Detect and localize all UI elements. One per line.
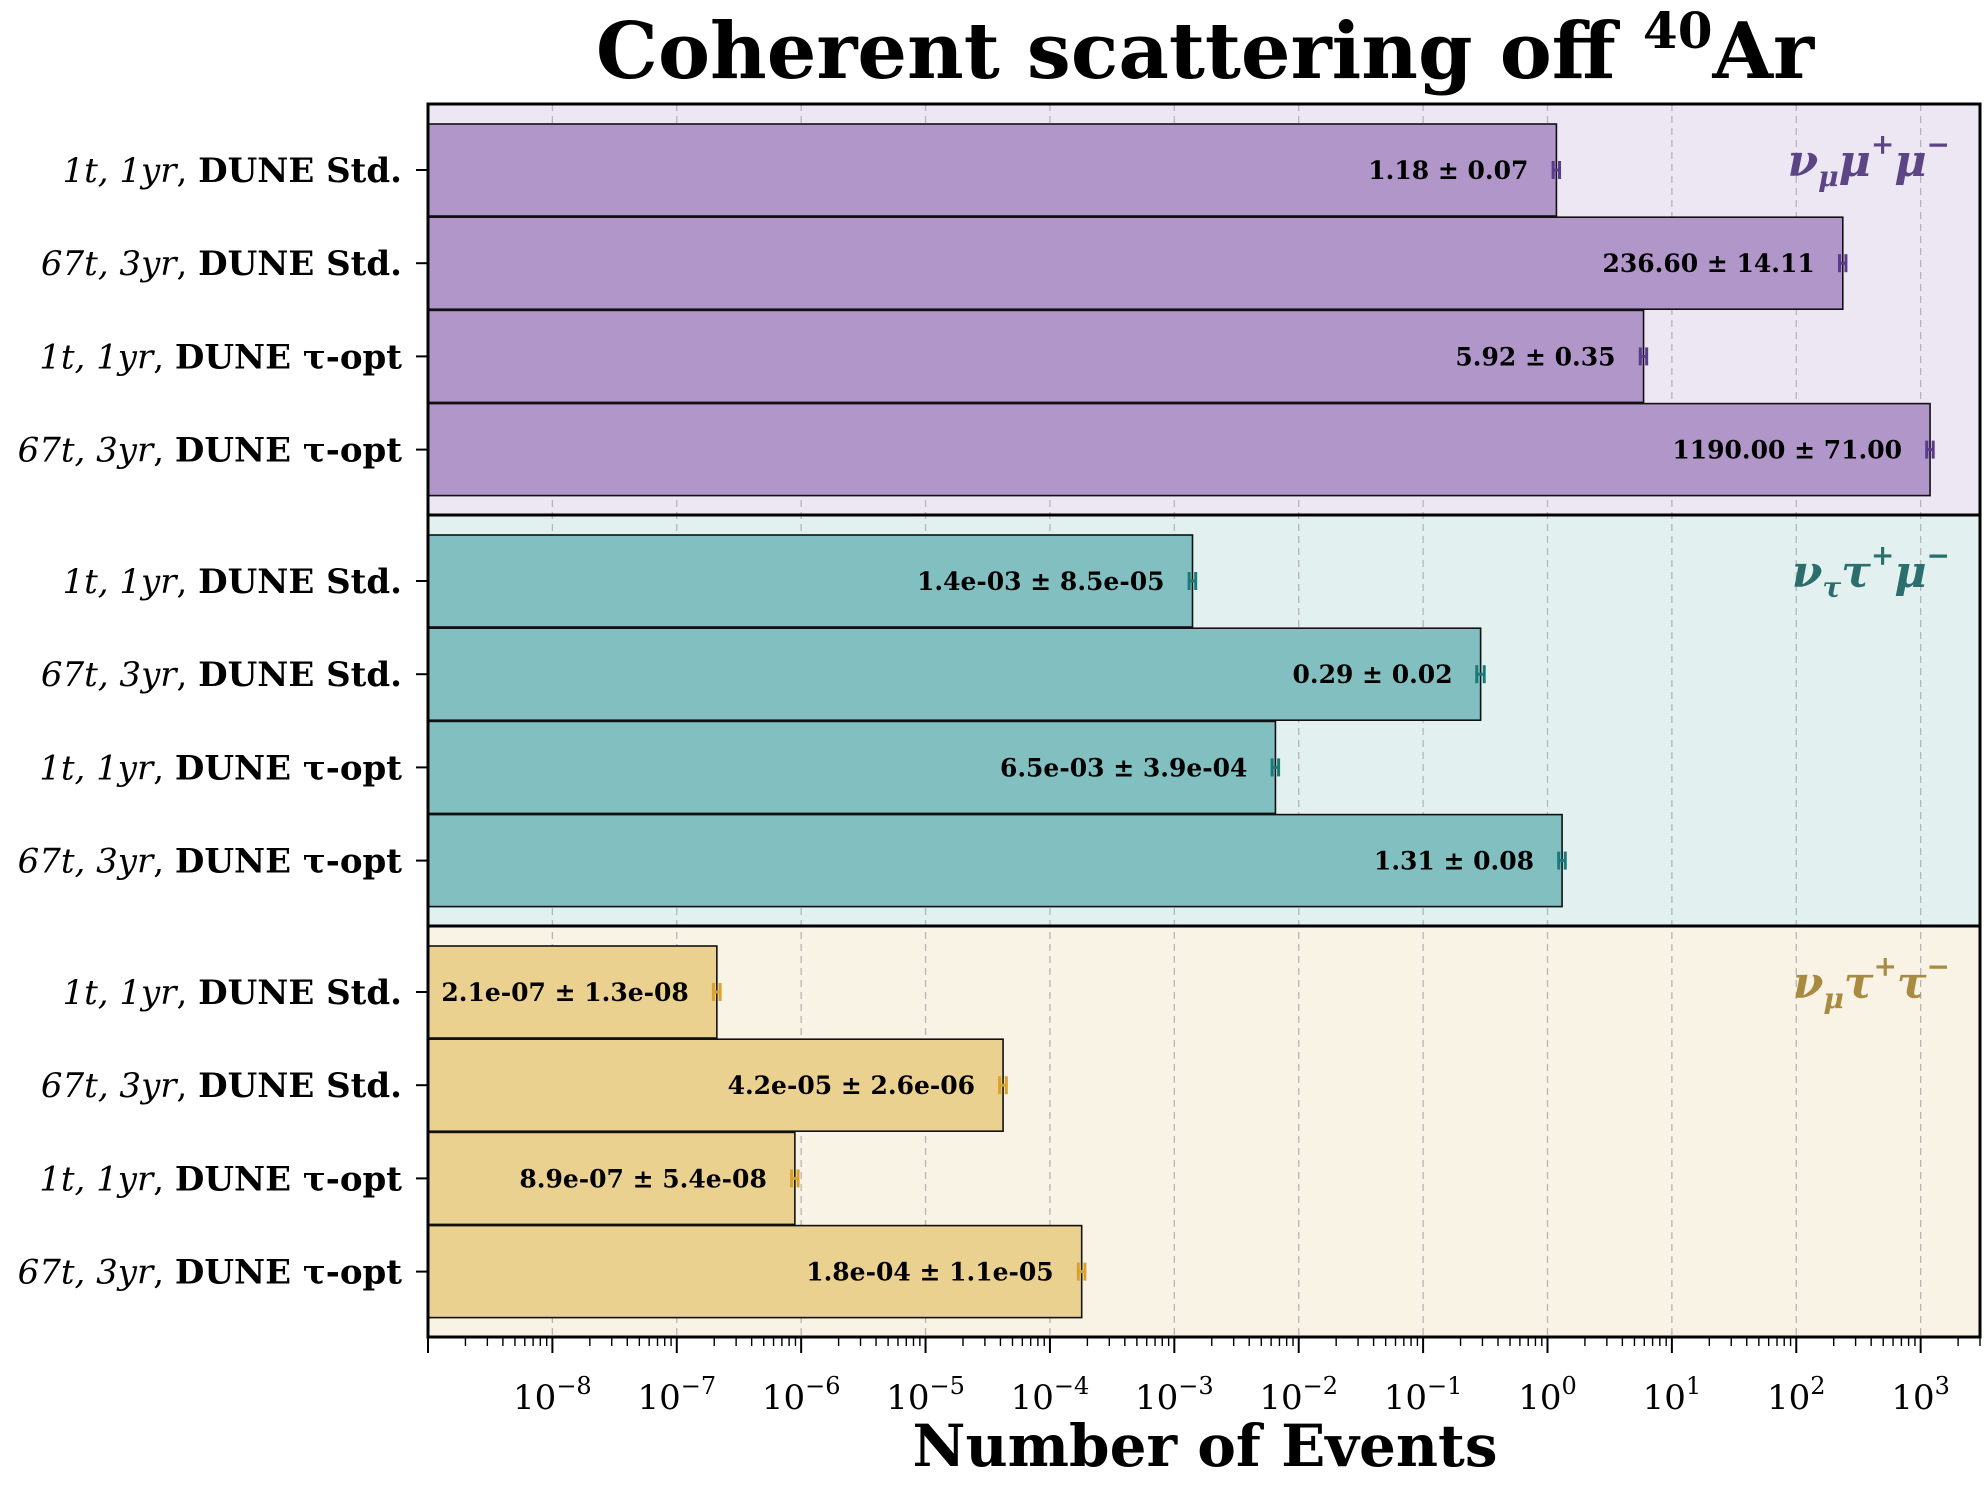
error-bar — [1837, 254, 1848, 273]
bar — [427, 1224, 1083, 1319]
error-bar — [1638, 347, 1649, 366]
error-bar — [789, 1169, 800, 1188]
process-label: νμ​μ+​μ−​ — [1788, 128, 1950, 193]
bar-value-label: 5.92 ± 0.35 — [1455, 342, 1615, 371]
bar-value-label: 6.5e-03 ± 3.9e-04 — [1000, 753, 1248, 782]
bar-value-label: 1.18 ± 0.07 — [1368, 156, 1528, 185]
y-tick-label: 1t, 1yr, DUNE τ-opt — [39, 337, 402, 377]
error-bar — [1475, 665, 1486, 684]
error-bar — [998, 1076, 1008, 1095]
x-tick-label: 10−1 — [1384, 1372, 1463, 1418]
x-tick-label: 103 — [1891, 1372, 1950, 1418]
bar-value-label: 1.4e-03 ± 8.5e-05 — [917, 567, 1165, 596]
y-tick-label: 1t, 1yr, DUNE Std. — [63, 151, 402, 191]
bar — [427, 402, 1931, 497]
y-tick-label: 1t, 1yr, DUNE Std. — [63, 562, 402, 602]
bar — [427, 123, 1558, 217]
bar-value-label: 2.1e-07 ± 1.3e-08 — [441, 978, 689, 1007]
chart-title: Coherent scattering off 40Ar — [596, 1, 1815, 97]
bar-value-label: 8.9e-07 ± 5.4e-08 — [519, 1164, 767, 1193]
error-bar — [1551, 161, 1562, 179]
bar-value-label: 1.8e-04 ± 1.1e-05 — [806, 1258, 1054, 1287]
error-bar — [1925, 440, 1935, 459]
y-tick-label: 67t, 3yr, DUNE Std. — [41, 1066, 402, 1106]
error-bar — [1187, 572, 1198, 590]
bar-value-label: 1.31 ± 0.08 — [1374, 847, 1534, 876]
x-tick-label: 10−8 — [513, 1372, 592, 1418]
y-tick-label: 1t, 1yr, DUNE τ-opt — [39, 1159, 402, 1199]
x-tick-label: 10−6 — [762, 1372, 841, 1418]
x-tick-label: 100 — [1518, 1372, 1577, 1418]
y-tick-label: 67t, 3yr, DUNE Std. — [41, 244, 402, 284]
panel-frame — [426, 924, 1982, 1339]
error-bar — [711, 983, 722, 1001]
process-label: ντ​τ+​μ−​ — [1792, 539, 1950, 604]
bar-value-label: 1190.00 ± 71.00 — [1672, 436, 1902, 465]
title-tail: Ar — [1712, 6, 1816, 97]
title-superscript: 40 — [1643, 1, 1713, 60]
error-bar — [1270, 758, 1281, 777]
x-tick-label: 10−2 — [1259, 1372, 1338, 1418]
title-main: Coherent scattering off — [596, 6, 1643, 97]
x-tick-label: 10−5 — [886, 1372, 965, 1418]
y-tick-label: 1t, 1yr, DUNE τ-opt — [39, 748, 402, 788]
x-axis-label: Number of Events — [912, 1412, 1497, 1480]
bar — [427, 945, 718, 1039]
bars: 1.18 ± 0.07 236.60 ± 14.11 5.92 ± 0.35 1190… — [427, 123, 1950, 1319]
x-tick-label: 10−4 — [1011, 1372, 1090, 1418]
y-axis: 1t, 1yr, DUNE Std. 67t, 3yr, DUNE Std. 1t,… — [18, 151, 428, 1293]
x-tick-label: 10−7 — [637, 1372, 716, 1418]
y-tick-label: 1t, 1yr, DUNE Std. — [63, 973, 402, 1013]
bar-value-label: 4.2e-05 ± 2.6e-06 — [728, 1071, 976, 1100]
bar-value-label: 0.29 ± 0.02 — [1292, 660, 1452, 689]
panel-frames — [426, 102, 1982, 1339]
x-tick-label: 102 — [1767, 1372, 1826, 1418]
y-tick-label: 67t, 3yr, DUNE Std. — [41, 655, 402, 695]
bar — [427, 813, 1563, 908]
bar — [427, 1131, 796, 1226]
error-bar — [1557, 851, 1567, 870]
process-label: νμ​τ+​τ−​ — [1793, 950, 1950, 1015]
bar — [427, 720, 1277, 815]
error-bar — [1076, 1262, 1087, 1281]
bar — [427, 534, 1194, 628]
bar — [427, 627, 1482, 722]
bar-value-label: 236.60 ± 14.11 — [1602, 249, 1814, 278]
x-tick-label: 10−3 — [1135, 1372, 1214, 1418]
y-tick-label: 67t, 3yr, DUNE τ-opt — [18, 842, 403, 882]
x-axis: 10−8 10−7 10−6 10−5 10−4 10−3 10−2 10−1 100 101 10… — [427, 1337, 1981, 1418]
y-tick-label: 67t, 3yr, DUNE τ-opt — [18, 431, 403, 471]
x-tick-label: 101 — [1643, 1372, 1702, 1418]
bar — [427, 1038, 1004, 1132]
y-tick-label: 67t, 3yr, DUNE τ-opt — [18, 1253, 403, 1293]
